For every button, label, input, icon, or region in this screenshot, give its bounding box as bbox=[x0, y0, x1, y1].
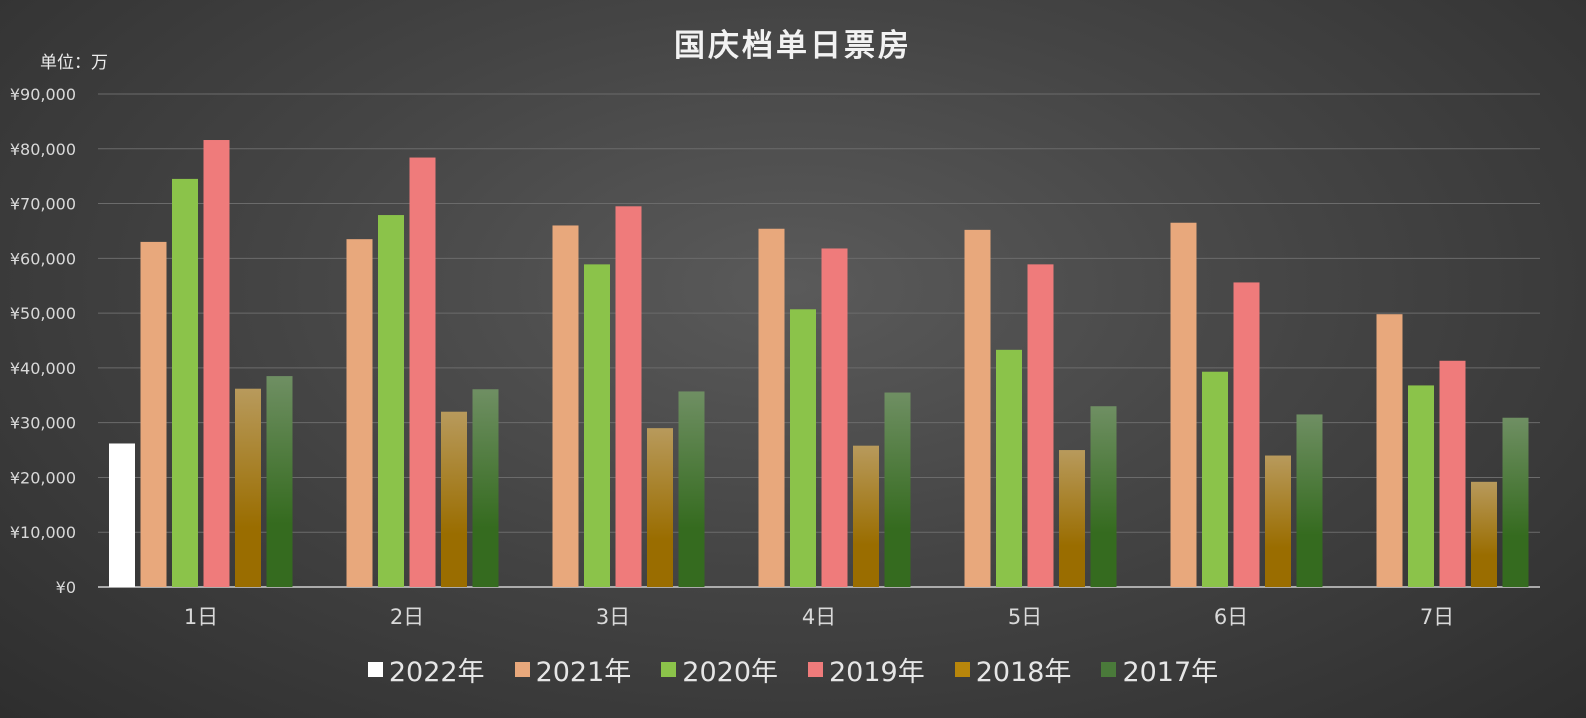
legend-label: 2017年 bbox=[1122, 657, 1219, 688]
bar-2019年-2日 bbox=[409, 157, 436, 587]
legend-swatch bbox=[514, 662, 530, 677]
bar-2017年-6日 bbox=[1296, 414, 1323, 587]
bar-2022年-1日 bbox=[109, 443, 135, 587]
bar-2019年-3日 bbox=[615, 206, 642, 588]
y-tick-label: ¥20,000 bbox=[10, 468, 76, 487]
x-tick-label: 6日 bbox=[1214, 605, 1248, 629]
legend-label: 2018年 bbox=[975, 657, 1072, 688]
unit-label: 单位：万 bbox=[40, 53, 108, 73]
bar-2017年-7日 bbox=[1502, 417, 1529, 587]
bar-2017年-4日 bbox=[884, 392, 911, 587]
bar-2018年-7日 bbox=[1471, 481, 1497, 587]
x-tick-label: 1日 bbox=[184, 605, 218, 629]
bar-2021年-3日 bbox=[552, 225, 579, 587]
legend-label: 2020年 bbox=[682, 657, 778, 688]
legend-swatch bbox=[954, 662, 970, 677]
y-tick-label: ¥30,000 bbox=[10, 414, 76, 433]
bar-2019年-4日 bbox=[821, 248, 848, 587]
y-tick-label: ¥10,000 bbox=[10, 523, 76, 542]
x-tick-label: 7日 bbox=[1420, 605, 1454, 629]
bar-2020年-2日 bbox=[378, 215, 404, 587]
bar-2021年-2日 bbox=[346, 239, 373, 587]
legend-swatch bbox=[808, 662, 823, 677]
bar-2017年-1日 bbox=[266, 376, 293, 587]
bar-2020年-4日 bbox=[790, 309, 816, 587]
bar-2021年-4日 bbox=[758, 228, 785, 587]
bar-2021年-7日 bbox=[1376, 314, 1403, 587]
legend-item: 2017年 bbox=[1101, 650, 1218, 689]
legend: 2022年 2021年 2020年 2019年 2018年 2017年 bbox=[0, 650, 1586, 689]
chart-title: 国庆档单日票房 bbox=[674, 28, 912, 64]
legend-label: 2022年 bbox=[388, 657, 485, 688]
bar-2020年-5日 bbox=[996, 349, 1022, 587]
bar-2021年-1日 bbox=[140, 241, 167, 587]
bar-2018年-1日 bbox=[235, 388, 261, 587]
bar-2019年-6日 bbox=[1233, 282, 1260, 587]
y-tick-label: ¥80,000 bbox=[10, 140, 76, 159]
bar-2017年-5日 bbox=[1090, 406, 1117, 587]
bar-2018年-6日 bbox=[1265, 455, 1291, 587]
bar-2019年-7日 bbox=[1439, 360, 1466, 587]
x-tick-label: 5日 bbox=[1008, 605, 1042, 629]
y-tick-label: ¥0 bbox=[56, 578, 76, 597]
bar-2020年-7日 bbox=[1408, 385, 1434, 587]
legend-item: 2022年 bbox=[367, 650, 485, 689]
x-tick-label: 2日 bbox=[390, 605, 424, 629]
legend-label: 2019年 bbox=[829, 657, 925, 688]
bar-2020年-1日 bbox=[172, 178, 198, 587]
legend-item: 2020年 bbox=[661, 650, 778, 689]
bar-2019年-1日 bbox=[203, 140, 230, 587]
legend-item: 2019年 bbox=[808, 650, 925, 689]
x-tick-label: 3日 bbox=[596, 605, 630, 629]
legend-swatch bbox=[661, 662, 677, 677]
y-tick-label: ¥40,000 bbox=[10, 359, 76, 378]
legend-swatch bbox=[1101, 662, 1117, 677]
y-tick-label: ¥90,000 bbox=[10, 85, 76, 104]
bar-2018年-3日 bbox=[647, 428, 673, 587]
legend-label: 2021年 bbox=[535, 657, 632, 688]
legend-item: 2021年 bbox=[514, 650, 632, 689]
y-tick-label: ¥50,000 bbox=[10, 304, 76, 323]
bar-2020年-3日 bbox=[584, 264, 610, 587]
legend-swatch bbox=[367, 662, 383, 677]
bar-2021年-5日 bbox=[964, 229, 991, 588]
y-tick-label: ¥60,000 bbox=[10, 249, 76, 268]
bar-2021年-6日 bbox=[1170, 222, 1197, 587]
bar-2017年-3日 bbox=[678, 391, 705, 587]
bar-2018年-4日 bbox=[853, 445, 879, 587]
legend-item: 2018年 bbox=[954, 650, 1072, 689]
x-tick-label: 4日 bbox=[802, 605, 836, 629]
y-tick-label: ¥70,000 bbox=[10, 195, 76, 214]
bar-2018年-2日 bbox=[441, 411, 467, 587]
bar-2019年-5日 bbox=[1027, 264, 1054, 587]
bar-2018年-5日 bbox=[1059, 450, 1085, 587]
bar-2017年-2日 bbox=[472, 389, 499, 587]
bar-2020年-6日 bbox=[1202, 371, 1228, 587]
